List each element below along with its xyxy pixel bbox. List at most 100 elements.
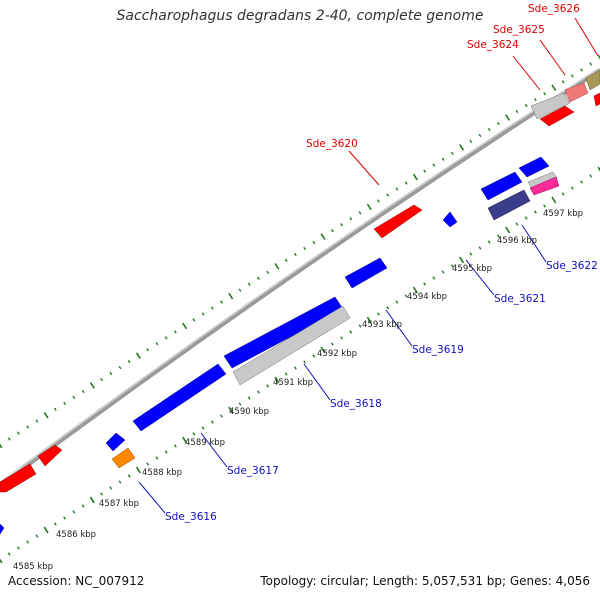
- minor-tick: [54, 407, 57, 411]
- minor-tick: [349, 330, 353, 334]
- gene-arrow-sde3626[interactable]: [585, 69, 600, 91]
- gene-arrow-sde3622[interactable]: [487, 189, 531, 221]
- minor-tick: [312, 354, 316, 358]
- minor-tick: [174, 330, 177, 334]
- minor-tick: [497, 121, 500, 126]
- minor-tick: [524, 104, 528, 108]
- minor-tick: [146, 348, 150, 352]
- minor-tick: [589, 174, 593, 178]
- major-tick: [228, 406, 234, 414]
- kbp-label: 4588 kbp: [142, 468, 182, 478]
- kbp-label: 4597 kbp: [543, 209, 583, 219]
- major-tick: [274, 376, 280, 384]
- gene-arrow[interactable]: [442, 211, 458, 228]
- gene-label-sde3626[interactable]: Sde_3626: [528, 3, 580, 15]
- gene-label-sde3620[interactable]: Sde_3620: [306, 138, 358, 150]
- minor-tick: [450, 151, 454, 155]
- minor-tick: [127, 474, 131, 478]
- gene-arrow[interactable]: [0, 523, 5, 535]
- gene-arrow-sde3618[interactable]: [232, 305, 351, 386]
- minor-tick: [266, 384, 270, 388]
- major-tick: [505, 226, 511, 234]
- minor-tick: [164, 336, 168, 340]
- major-tick: [412, 173, 418, 181]
- minor-tick: [303, 246, 306, 251]
- minor-tick: [35, 534, 39, 538]
- major-tick: [597, 54, 600, 60]
- gene-label-sde3622[interactable]: Sde_3622: [546, 260, 598, 272]
- minor-tick: [294, 252, 297, 257]
- gene-arrow[interactable]: [105, 432, 126, 452]
- gene-label-sde3619[interactable]: Sde_3619: [412, 344, 464, 356]
- gene-label-sde3621[interactable]: Sde_3621: [494, 293, 546, 305]
- gene-label-sde3625[interactable]: Sde_3625: [493, 24, 545, 36]
- kbp-label: 4592 kbp: [317, 349, 357, 359]
- kbp-label: 4590 kbp: [229, 407, 269, 417]
- genome-summary: Topology: circular; Length: 5,057,531 bp…: [260, 574, 590, 588]
- minor-tick: [192, 432, 196, 436]
- minor-tick: [201, 426, 205, 430]
- minor-tick: [404, 294, 408, 298]
- major-tick: [505, 114, 511, 121]
- minor-tick: [35, 419, 39, 423]
- gene-label-sde3618[interactable]: Sde_3618: [330, 398, 382, 410]
- map-title: Saccharophagus degradans 2-40, complete …: [116, 8, 484, 24]
- major-tick: [182, 322, 188, 330]
- minor-tick: [266, 270, 270, 274]
- minor-tick: [146, 462, 150, 466]
- gene-arrow[interactable]: [518, 156, 550, 178]
- major-tick: [274, 263, 280, 270]
- gene-arrow-sde3619[interactable]: [344, 257, 388, 289]
- minor-tick: [284, 258, 288, 263]
- minor-tick: [450, 264, 454, 268]
- kbp-label: 4589 kbp: [185, 438, 225, 448]
- gene-arrow-sde3617[interactable]: [132, 363, 227, 432]
- gene-arrow-sde3620[interactable]: [373, 204, 423, 239]
- minor-tick: [589, 62, 593, 66]
- minor-tick: [441, 270, 445, 274]
- minor-tick: [7, 437, 11, 441]
- minor-tick: [164, 450, 168, 454]
- gene-arrow[interactable]: [0, 463, 37, 493]
- kbp-label: 4594 kbp: [407, 292, 447, 302]
- major-tick: [459, 256, 465, 264]
- accession-label: Accession: NC_007912: [8, 574, 145, 588]
- gene-arrow[interactable]: [593, 92, 600, 107]
- minor-tick: [395, 187, 399, 191]
- forward-gene-labels: Sde_3620 Sde_3624 Sde_3625 Sde_3626: [306, 3, 580, 150]
- minor-tick: [192, 318, 196, 322]
- minor-tick: [220, 414, 223, 418]
- minor-tick: [81, 504, 85, 508]
- gene-arrow-sde3625[interactable]: [564, 82, 589, 103]
- gene-arrow[interactable]: [529, 176, 560, 196]
- gene-label-sde3624[interactable]: Sde_3624: [467, 39, 519, 51]
- minor-tick: [17, 431, 20, 435]
- major-tick: [320, 233, 326, 240]
- gene-label-sde3616[interactable]: Sde_3616: [165, 511, 217, 523]
- major-tick: [43, 526, 49, 534]
- minor-tick: [17, 546, 20, 550]
- gene-arrow-sde3624[interactable]: [530, 92, 571, 120]
- minor-tick: [395, 300, 399, 304]
- gene-arrow[interactable]: [527, 171, 558, 190]
- minor-tick: [358, 211, 362, 215]
- gene-label-sde3617[interactable]: Sde_3617: [227, 465, 279, 477]
- major-tick: [0, 558, 3, 564]
- gene-arrow[interactable]: [539, 105, 575, 127]
- major-tick: [0, 443, 3, 449]
- major-tick: [89, 382, 95, 389]
- minor-tick: [312, 240, 316, 245]
- minor-tick: [580, 68, 583, 72]
- minor-tick: [570, 74, 574, 78]
- minor-tick: [26, 540, 30, 544]
- gene-arrow-sde3621[interactable]: [480, 171, 523, 201]
- genome-backbone: [0, 67, 600, 488]
- minor-tick: [534, 98, 537, 102]
- minor-tick: [63, 401, 66, 405]
- gene-arrow[interactable]: [37, 444, 63, 467]
- minor-tick: [478, 246, 482, 250]
- gene-arrow-sde3616[interactable]: [111, 447, 136, 469]
- minor-tick: [386, 306, 390, 310]
- minor-tick: [441, 157, 445, 161]
